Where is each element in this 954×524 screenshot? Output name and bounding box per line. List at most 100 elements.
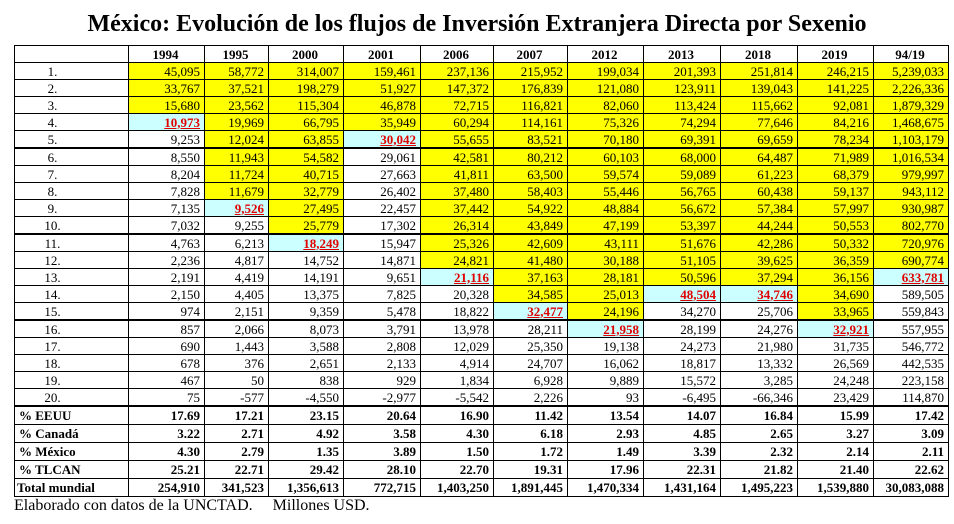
summary-label: Total mundial xyxy=(14,478,129,497)
value-cell: 70,180 xyxy=(567,130,644,149)
value-cell: -66,346 xyxy=(720,388,798,407)
value-cell: 2,226 xyxy=(493,388,568,407)
value-cell: 2,651 xyxy=(268,354,344,372)
summary-row: % México 4.30 2.79 1.35 3.89 1.50 1.72 1.49 3.39… xyxy=(14,442,949,461)
value-cell: 33,965 xyxy=(797,302,874,321)
value-cell: 121,080 xyxy=(567,79,644,97)
summary-cell: 1,403,250 xyxy=(420,478,494,497)
value-cell: 53,397 xyxy=(643,216,721,235)
value-cell: 64,487 xyxy=(720,147,798,166)
value-cell: 1,016,534 xyxy=(873,147,949,166)
rank-row: 12. 2,236 4,817 14,752 14,871 24,821 41,480 30,… xyxy=(14,251,949,269)
value-cell: 26,402 xyxy=(343,182,421,200)
summary-cell: 1,431,164 xyxy=(643,478,721,497)
value-cell: 75,326 xyxy=(567,113,644,131)
value-cell: 18,817 xyxy=(643,354,721,372)
value-cell: 974 xyxy=(128,302,205,321)
value-cell: 21,980 xyxy=(720,337,798,355)
value-cell: 16,062 xyxy=(567,354,644,372)
value-cell: 84,216 xyxy=(797,113,874,131)
value-cell: 34,690 xyxy=(797,285,874,303)
value-cell: 2,236 xyxy=(128,251,205,269)
value-cell: 251,814 xyxy=(720,62,798,80)
value-cell: 72,715 xyxy=(420,96,494,114)
column-header: 2019 xyxy=(797,45,874,63)
summary-cell: 3.39 xyxy=(643,442,721,461)
value-cell: 55,655 xyxy=(420,130,494,149)
value-cell: 5,239,033 xyxy=(873,62,949,80)
value-cell: 9,253 xyxy=(128,130,205,149)
value-cell: 147,372 xyxy=(420,79,494,97)
value-cell: 56,765 xyxy=(643,182,721,200)
summary-cell: 22.31 xyxy=(643,460,721,479)
value-cell: 26,569 xyxy=(797,354,874,372)
value-cell: 113,424 xyxy=(643,96,721,114)
value-cell: 69,391 xyxy=(643,130,721,149)
summary-cell: 341,523 xyxy=(204,478,269,497)
value-cell: 25,350 xyxy=(493,337,568,355)
value-cell: 1,834 xyxy=(420,371,494,389)
value-cell: 9,889 xyxy=(567,371,644,389)
value-cell: 71,989 xyxy=(797,147,874,166)
value-cell: 4,763 xyxy=(128,233,205,252)
summary-cell: 1,470,334 xyxy=(567,478,644,497)
value-cell: 21,958 xyxy=(567,319,644,338)
summary-cell: 21.40 xyxy=(797,460,874,479)
value-cell: 56,672 xyxy=(643,199,721,217)
summary-cell: 11.42 xyxy=(493,405,568,425)
rank-row: 11. 4,763 6,213 18,249 15,947 25,326 42,609 43,… xyxy=(14,233,949,252)
value-cell: 3,285 xyxy=(720,371,798,389)
value-cell: 68,379 xyxy=(797,165,874,183)
value-cell: 28,199 xyxy=(643,319,721,338)
value-cell: 42,609 xyxy=(493,233,568,252)
rank-row: 8. 7,828 11,679 32,779 26,402 37,480 58,403 55,… xyxy=(14,182,949,200)
value-cell: 1,443 xyxy=(204,337,269,355)
value-cell: 34,585 xyxy=(493,285,568,303)
rank-label: 9. xyxy=(14,199,129,217)
summary-cell: 2.65 xyxy=(720,424,798,443)
value-cell: 37,521 xyxy=(204,79,269,97)
value-cell: 2,150 xyxy=(128,285,205,303)
value-cell: 26,314 xyxy=(420,216,494,235)
summary-cell: 28.10 xyxy=(343,460,421,479)
rank-row: 3. 15,680 23,562 115,304 46,878 72,715 116,821… xyxy=(14,96,949,114)
value-cell: 51,105 xyxy=(643,251,721,269)
rank-row: 15. 974 2,151 9,359 5,478 18,822 32,477 24,196 3… xyxy=(14,302,949,321)
value-cell: 123,911 xyxy=(643,79,721,97)
fdi-table: 1994 1995 2000 2001 2006 2007 2012 2013 2018 2019… xyxy=(14,45,949,497)
summary-cell: 1,891,445 xyxy=(493,478,568,497)
rank-row: 10. 7,032 9,255 25,779 17,302 26,314 43,849 47,… xyxy=(14,216,949,235)
value-cell: 30,188 xyxy=(567,251,644,269)
summary-cell: 2.32 xyxy=(720,442,798,461)
summary-cell: 3.27 xyxy=(797,424,874,443)
value-cell: 199,034 xyxy=(567,62,644,80)
rank-label: 2. xyxy=(14,79,129,97)
value-cell: 58,403 xyxy=(493,182,568,200)
value-cell: 2,808 xyxy=(343,337,421,355)
value-cell: 37,442 xyxy=(420,199,494,217)
value-cell: 75 xyxy=(128,388,205,407)
rank-row: 2. 33,767 37,521 198,279 51,927 147,372 176,83… xyxy=(14,79,949,97)
value-cell: 13,332 xyxy=(720,354,798,372)
value-cell: 2,226,336 xyxy=(873,79,949,97)
value-cell: 50,553 xyxy=(797,216,874,235)
rank-row: 1. 45,095 58,772 314,007 159,461 237,136 215,9… xyxy=(14,62,949,80)
value-cell: 59,089 xyxy=(643,165,721,183)
value-cell: 1,879,329 xyxy=(873,96,949,114)
value-cell: 29,061 xyxy=(343,147,421,166)
value-cell: 678 xyxy=(128,354,205,372)
summary-cell: 29.42 xyxy=(268,460,344,479)
value-cell: 54,582 xyxy=(268,147,344,166)
summary-row: Total mundial 254,910 341,523 1,356,613 772,… xyxy=(14,478,949,497)
value-cell: 690,774 xyxy=(873,251,949,269)
rank-row: 20. 75 -577 -4,550 -2,977 -5,542 2,226 93 -6,495… xyxy=(14,388,949,407)
value-cell: 69,659 xyxy=(720,130,798,149)
value-cell: 43,849 xyxy=(493,216,568,235)
value-cell: 7,828 xyxy=(128,182,205,200)
rank-label: 17. xyxy=(14,337,129,355)
rank-label: 3. xyxy=(14,96,129,114)
value-cell: 11,943 xyxy=(204,147,269,166)
value-cell: 50 xyxy=(204,371,269,389)
value-cell: 60,103 xyxy=(567,147,644,166)
value-cell: 60,438 xyxy=(720,182,798,200)
